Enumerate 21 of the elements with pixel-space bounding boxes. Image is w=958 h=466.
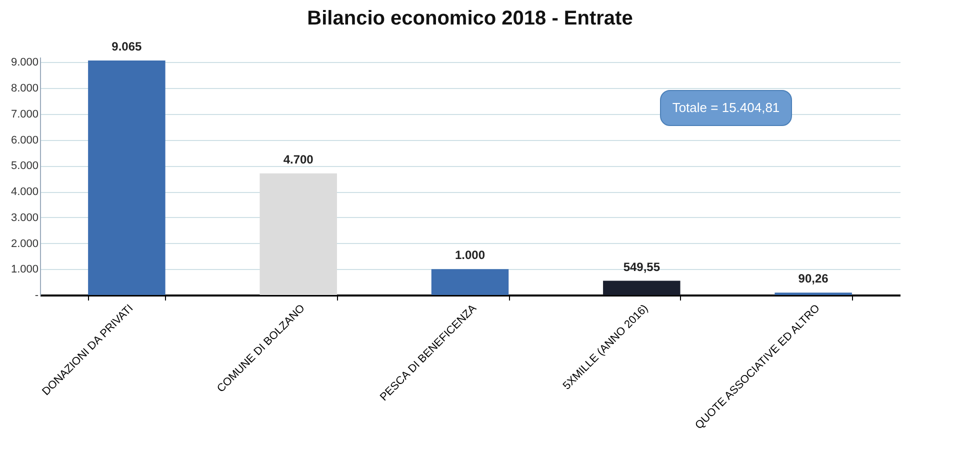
- chart-title: Bilancio economico 2018 - Entrate: [307, 7, 633, 30]
- y-tick-label: 3.000: [10, 212, 38, 224]
- bar: [88, 60, 166, 295]
- y-tick-label: 7.000: [10, 108, 38, 120]
- y-tick-label: 2.000: [10, 238, 38, 250]
- y-tick-label: 8.000: [10, 82, 38, 95]
- bar: [431, 269, 509, 295]
- bar: [603, 280, 680, 295]
- data-label: 4.700: [283, 152, 314, 166]
- y-tick-label: 5.000: [10, 160, 38, 172]
- y-tick-label: 9.000: [10, 56, 38, 69]
- data-label: 549,55: [623, 260, 660, 274]
- y-tick-label: 4.000: [10, 186, 38, 198]
- data-label: 1.000: [454, 248, 486, 262]
- y-tick-label: 6.000: [10, 134, 38, 146]
- annotation: Totale = 15.404,81: [660, 90, 792, 126]
- data-label: 90,26: [798, 272, 829, 286]
- bar: [260, 173, 337, 295]
- y-tick-label: -: [34, 290, 39, 302]
- data-label: 9.065: [112, 39, 142, 54]
- y-tick-label: 1.000: [10, 264, 38, 276]
